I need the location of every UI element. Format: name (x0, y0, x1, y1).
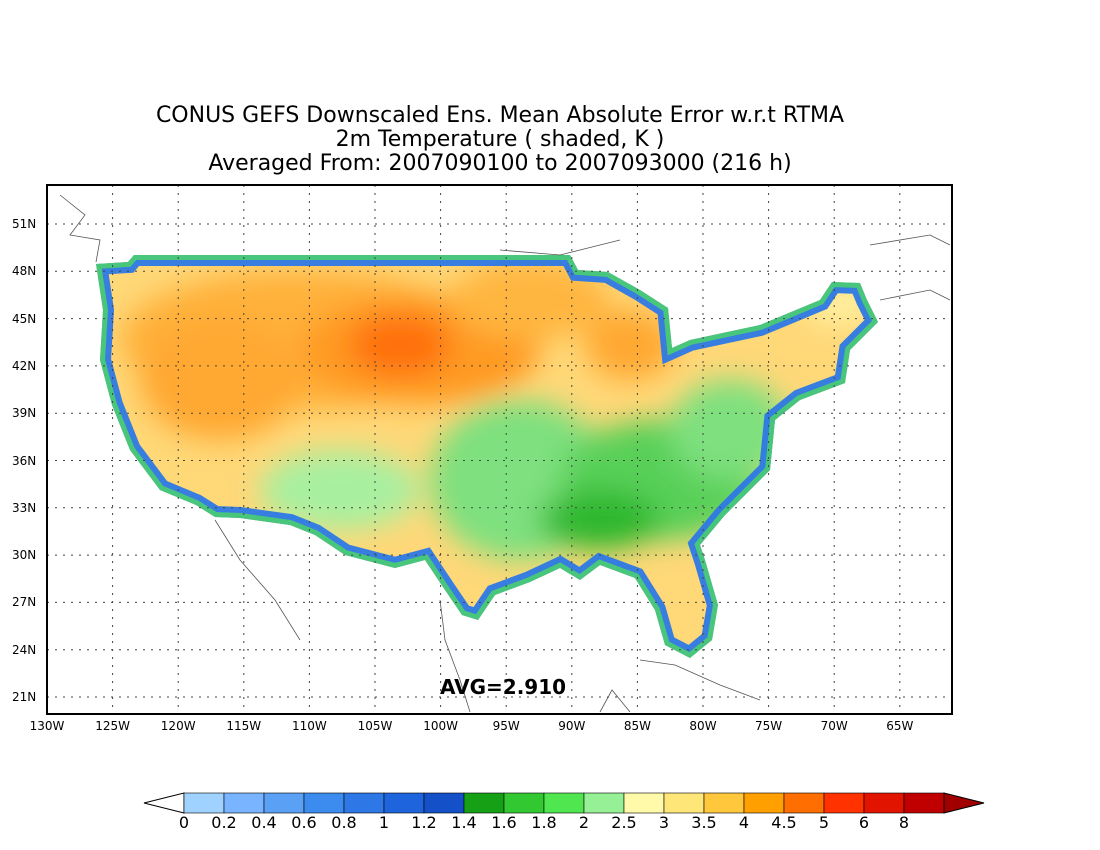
colorbar-tick-label: 2 (578, 813, 590, 832)
longitude-label: 80W (689, 719, 717, 733)
map-gridlines (47, 185, 952, 714)
colorbar (143, 792, 985, 814)
colorbar-swatch (743, 792, 785, 814)
colorbar-swatch (503, 792, 545, 814)
latitude-label: 51N (12, 217, 37, 231)
colorbar-tick-label: 3.5 (691, 813, 717, 832)
colorbar-tick-label: 4 (738, 813, 750, 832)
colorbar-swatch (423, 792, 465, 814)
colorbar-tick-label: 2.5 (611, 813, 637, 832)
colorbar-swatch (303, 792, 345, 814)
colorbar-tick-label: 0.8 (331, 813, 357, 832)
latitude-label: 42N (12, 358, 37, 373)
latitude-label: 36N (12, 453, 37, 468)
longitude-label: 130W (29, 719, 65, 733)
colorbar-tick-label: 1.8 (531, 813, 557, 832)
colorbar-swatch (343, 792, 385, 814)
colorbar-tick-label: 8 (898, 813, 910, 832)
longitude-label: 65W (886, 719, 914, 733)
colorbar-swatch (703, 792, 745, 814)
colorbar-swatch (223, 792, 265, 814)
longitude-label: 85W (623, 719, 651, 733)
latitude-label: 27N (12, 595, 37, 610)
colorbar-swatch (783, 792, 825, 814)
map-title-line3: Averaged From: 2007090100 to 2007093000 … (208, 151, 792, 176)
longitude-label: 90W (558, 719, 586, 733)
colorbar-over-triangle (943, 792, 985, 814)
colorbar-tick-label: 0.4 (251, 813, 277, 832)
colorbar-tick-label: 5 (818, 813, 830, 832)
longitude-label: 70W (820, 719, 848, 733)
latitude-label: 48N (12, 264, 37, 279)
colorbar-tick-label: 1.2 (411, 813, 437, 832)
colorbar-swatch (543, 792, 585, 814)
colorbar-tick-label: 3 (658, 813, 670, 832)
longitude-label: 125W (95, 719, 130, 733)
average-label: AVG=2.910 (440, 675, 567, 699)
latitude-label: 45N (12, 311, 37, 326)
colorbar-under-triangle (143, 792, 185, 814)
colorbar-tick-label: 1 (378, 813, 390, 832)
colorbar-swatch (383, 792, 425, 814)
longitude-label: 100W (423, 719, 458, 733)
latitude-label: 30N (12, 548, 37, 563)
colorbar-tick-label: 0.2 (211, 813, 237, 832)
longitude-label: 110W (292, 719, 327, 733)
colorbar-tick-label: 0 (178, 813, 190, 832)
colorbar-tick-label: 6 (858, 813, 870, 832)
colorbar-swatch (263, 792, 305, 814)
colorbar-swatch (623, 792, 665, 814)
colorbar-swatch (823, 792, 865, 814)
map-title-line1: CONUS GEFS Downscaled Ens. Mean Absolute… (155, 103, 845, 128)
map-title-line2: 2m Temperature ( shaded, K ) (335, 127, 665, 152)
longitude-label: 95W (492, 719, 520, 733)
latitude-label: 24N (12, 642, 37, 657)
colorbar-swatch (863, 792, 905, 814)
longitude-label: 115W (226, 719, 262, 733)
longitude-label: 120W (160, 719, 196, 733)
latitude-label: 39N (12, 406, 37, 421)
longitude-label: 75W (755, 719, 783, 733)
coastline-outlines (59, 194, 951, 713)
colorbar-swatch (663, 792, 705, 814)
longitude-label: 105W (357, 719, 393, 733)
latitude-label: 21N (12, 690, 37, 704)
colorbar-tick-label: 0.6 (291, 813, 317, 832)
colorbar-tick-label: 4.5 (771, 813, 797, 832)
colorbar-swatch (583, 792, 625, 814)
colorbar-swatch (183, 792, 225, 814)
colorbar-tick-label: 1.6 (491, 813, 517, 832)
latitude-label: 33N (12, 500, 37, 515)
colorbar-swatch (903, 792, 945, 814)
colorbar-tick-label: 1.4 (451, 813, 477, 832)
colorbar-swatch (463, 792, 505, 814)
